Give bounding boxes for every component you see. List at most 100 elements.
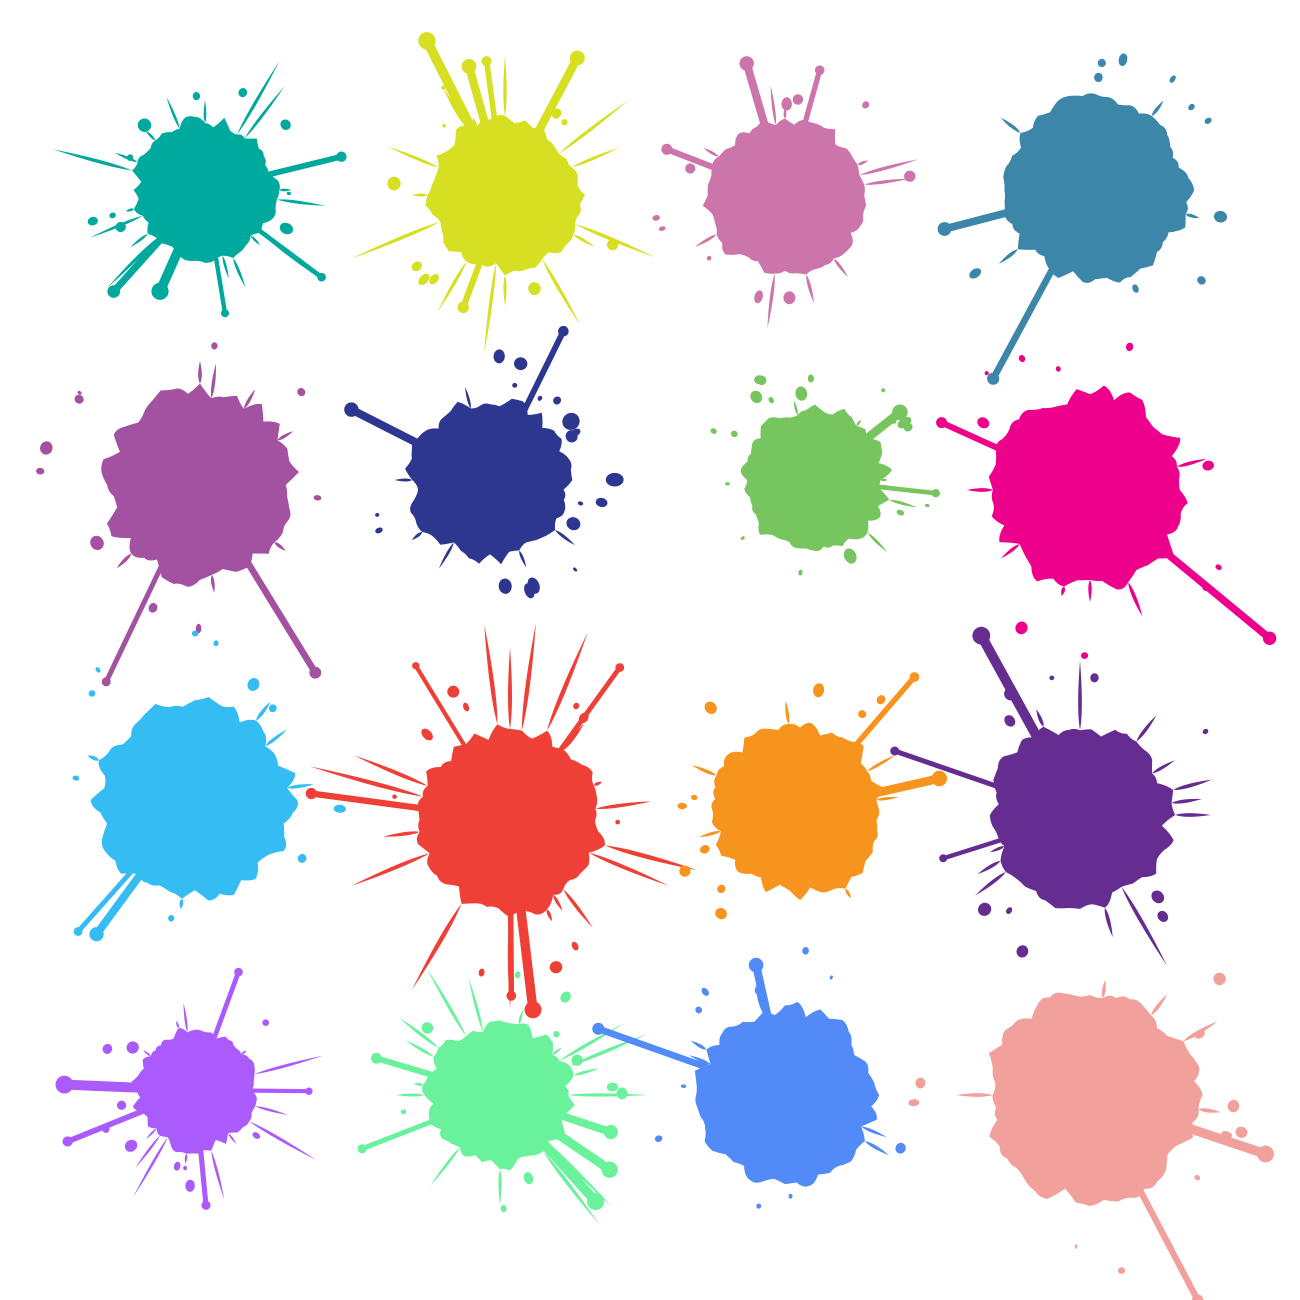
green-splat-streak-tip bbox=[892, 404, 908, 421]
red-splat-streak-tip bbox=[412, 662, 420, 670]
mint-splat-streak-tip bbox=[371, 1052, 382, 1064]
green-splat-droplet bbox=[903, 422, 913, 432]
teal-splat-streak bbox=[110, 230, 169, 296]
sky-blue-splat-droplet bbox=[247, 678, 260, 691]
purple-splat-droplet bbox=[297, 388, 306, 397]
teal-splat bbox=[53, 61, 347, 318]
steel-blue-splat-droplet bbox=[1204, 117, 1212, 124]
violet-splat-streak bbox=[941, 835, 1010, 861]
teal-splat-streak-tip bbox=[107, 285, 120, 298]
magenta-splat-droplet bbox=[1015, 621, 1028, 635]
steel-blue-splat-streak bbox=[940, 205, 1024, 233]
salmon-splat-droplet bbox=[1235, 1126, 1248, 1138]
magenta-splat-droplet bbox=[1018, 354, 1026, 363]
green-splat-droplet bbox=[725, 482, 730, 486]
blue-splat-droplet bbox=[754, 986, 764, 995]
teal-splat-droplet bbox=[279, 222, 294, 235]
red-splat bbox=[305, 623, 698, 1019]
salmon-splat-droplet bbox=[1118, 1267, 1126, 1274]
violet-splat-droplet bbox=[977, 902, 992, 916]
steel-blue-splat-droplet bbox=[1094, 72, 1103, 83]
pink-splat-droplet bbox=[781, 97, 792, 111]
salmon-splat-droplet bbox=[1194, 1029, 1205, 1039]
purple-splat-droplet bbox=[195, 623, 202, 634]
salmon-splat-streak-tip bbox=[1192, 1294, 1204, 1300]
green-splat-streak bbox=[858, 407, 905, 447]
mint-splat-streak bbox=[546, 1124, 615, 1175]
steel-blue-splat-droplet bbox=[969, 268, 982, 279]
orange-splat-streak bbox=[866, 774, 944, 799]
purple-splat-droplet bbox=[74, 394, 84, 404]
mint-splat-streak bbox=[536, 1135, 601, 1207]
steel-blue-splat-body bbox=[998, 93, 1200, 283]
orange-splat-droplet bbox=[717, 884, 726, 894]
lime-splat-streak bbox=[483, 58, 500, 135]
orange-splat-droplet bbox=[715, 907, 727, 920]
purple-splat-droplet bbox=[211, 342, 218, 350]
red-splat-streak bbox=[514, 892, 538, 1015]
green-splat-droplet bbox=[710, 428, 717, 434]
lime-splat-streak bbox=[460, 251, 486, 311]
orange-splat bbox=[677, 672, 948, 920]
teal-splat-streak bbox=[250, 223, 324, 280]
purple-splat-droplet bbox=[148, 602, 158, 613]
navy-splat-droplet bbox=[566, 517, 581, 531]
magenta-splat-droplet bbox=[977, 417, 990, 429]
lime-splat-droplet bbox=[418, 273, 430, 286]
violet-splat-droplet bbox=[1202, 728, 1209, 735]
lavender-splat-streak-tip bbox=[55, 1075, 74, 1094]
orange-splat-body bbox=[691, 700, 899, 901]
green-splat-body bbox=[740, 400, 918, 553]
blue-splat-droplet bbox=[701, 987, 709, 996]
lime-splat-droplet bbox=[442, 123, 446, 128]
magenta-splat-droplet bbox=[1202, 460, 1214, 471]
purple-splat-droplet bbox=[313, 495, 322, 501]
teal-splat-streak bbox=[259, 153, 345, 179]
blue-splat-droplet bbox=[829, 975, 833, 980]
magenta-splat-streak-tip bbox=[936, 417, 948, 429]
salmon-splat bbox=[908, 972, 1274, 1300]
red-splat-streak bbox=[507, 895, 515, 999]
navy-splat-droplet bbox=[553, 396, 562, 405]
lavender-splat-droplet bbox=[126, 1041, 139, 1054]
orange-splat-droplet bbox=[704, 701, 717, 715]
violet-splat-droplet bbox=[1090, 673, 1099, 683]
lime-splat-streak-tip bbox=[569, 50, 585, 66]
teal-splat-droplet bbox=[87, 216, 98, 226]
red-splat-droplet bbox=[392, 794, 397, 799]
magenta-splat-droplet bbox=[1055, 366, 1061, 372]
mint-splat bbox=[357, 969, 648, 1225]
mint-splat-droplet bbox=[606, 1082, 618, 1092]
violet-splat-droplet bbox=[1006, 907, 1013, 914]
mint-splat-streak bbox=[554, 1110, 615, 1137]
navy-splat-droplet bbox=[577, 501, 584, 506]
navy-splat-droplet bbox=[537, 395, 543, 401]
salmon-splat-droplet bbox=[1194, 1174, 1201, 1181]
violet-splat-streak bbox=[892, 748, 1011, 793]
red-splat-droplet bbox=[421, 728, 433, 741]
navy-splat-droplet bbox=[514, 357, 528, 371]
mint-splat-body bbox=[395, 969, 648, 1225]
blue-splat-droplet bbox=[802, 947, 809, 955]
violet-splat-droplet bbox=[1004, 715, 1016, 727]
mint-splat-droplet bbox=[616, 1087, 628, 1100]
teal-splat-droplet bbox=[115, 221, 126, 233]
mint-splat-droplet bbox=[560, 991, 571, 1003]
pink-splat-streak bbox=[800, 67, 823, 134]
pink-splat-droplet bbox=[706, 255, 712, 261]
steel-blue-splat-droplet bbox=[1169, 75, 1176, 83]
teal-splat-droplet bbox=[109, 212, 116, 219]
steel-blue-splat-droplet bbox=[1213, 210, 1228, 223]
mint-splat-droplet bbox=[500, 1205, 507, 1213]
navy-splat-body bbox=[394, 387, 576, 569]
salmon-splat-streak bbox=[1169, 1118, 1271, 1159]
violet-splat-streak-tip bbox=[972, 626, 991, 645]
lavender-splat-streak bbox=[243, 1088, 311, 1094]
red-splat-streak bbox=[413, 663, 472, 756]
lime-splat-droplet bbox=[441, 85, 446, 90]
red-splat-droplet bbox=[447, 685, 460, 698]
salmon-splat-droplet bbox=[1227, 1099, 1240, 1113]
teal-splat-streak-tip bbox=[336, 151, 347, 162]
green-splat-streak-tip bbox=[931, 489, 940, 498]
pink-splat-droplet bbox=[754, 290, 763, 304]
